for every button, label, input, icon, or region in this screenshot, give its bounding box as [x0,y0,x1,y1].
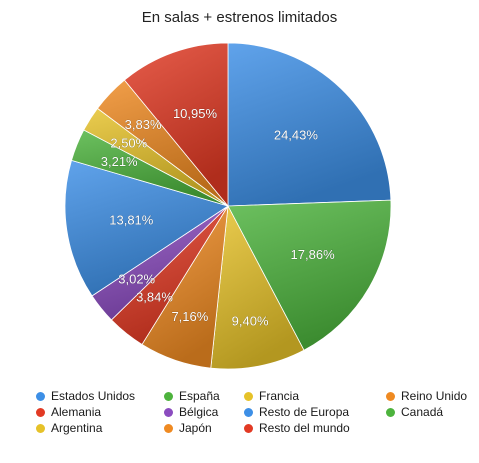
legend-item: Francia [244,389,386,403]
slice-value-label: 3,83% [125,117,162,132]
slice-value-label: 7,16% [171,309,208,324]
legend-item: Argentina [36,421,164,435]
legend-swatch [164,391,173,401]
slice-value-label: 9,40% [232,313,269,328]
legend-item: Bélgica [164,405,244,419]
pie-chart: 24,43% 17,86% 9,40% 7,16% 3,84% 3,02% 13,81% 3,… [64,42,392,370]
legend-swatch [244,423,253,433]
legend-label: Resto de Europa [259,405,350,419]
legend-swatch [386,391,395,401]
legend-label: Japón [179,421,212,435]
slice-value-label: 3,02% [118,272,155,287]
slice-value-label: 3,84% [136,290,173,305]
legend-label: Resto del mundo [259,421,350,435]
pie-slice-españa [227,199,392,351]
legend-item: Resto de Europa [244,405,386,419]
legend-swatch [36,407,45,417]
legend-item: Canadá [386,405,479,419]
legend-label: Canadá [401,405,444,419]
chart-legend: Estados Unidos España Francia Reino Unido Al… [36,389,479,435]
pie-slice-francia [210,204,305,370]
chart-title: En salas + estrenos limitados [141,9,338,26]
slice-value-label: 13,81% [109,213,154,228]
legend-label: Reino Unido [401,389,468,403]
slice-value-label: 24,43% [274,128,319,143]
legend-item: Estados Unidos [36,389,164,403]
slice-value-label: 3,21% [101,154,138,169]
legend-label: Argentina [51,421,103,435]
slice-value-label: 17,86% [291,247,336,262]
pie-slice-estados-unidos [227,42,392,207]
slice-value-label: 2,50% [110,135,147,150]
legend-item: España [164,389,244,403]
legend-swatch [36,391,45,401]
legend-swatch [244,407,253,417]
legend-swatch [36,423,45,433]
legend-swatch [386,407,395,417]
legend-swatch [164,407,173,417]
legend-label: España [179,389,220,403]
legend-item: Reino Unido [386,389,479,403]
legend-label: Alemania [51,405,102,419]
legend-label: Estados Unidos [51,389,136,403]
legend-swatch [244,391,253,401]
legend-swatch [164,423,173,433]
pie-slice-resto-del-mundo [123,42,229,208]
legend-item: Alemania [36,405,164,419]
legend-item: Japón [164,421,244,435]
slice-value-label: 10,95% [173,106,218,121]
legend-label: Francia [259,389,300,403]
legend-label: Bélgica [179,405,219,419]
legend-item: Resto del mundo [244,421,386,435]
